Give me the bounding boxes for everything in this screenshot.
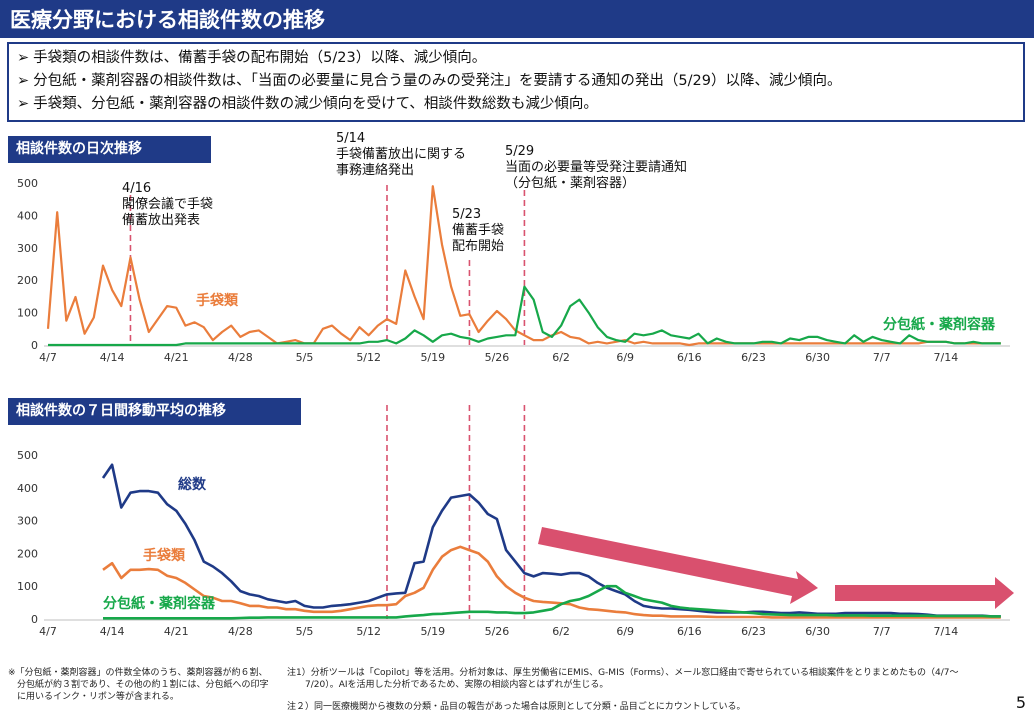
annotation-line-text: 5/14 [336,131,365,146]
annotation-line-text: 備蓄放出発表 [122,212,200,228]
annotation-line-text: 4/16 [122,181,151,196]
legend-label-total: 総数 [178,476,207,493]
annotation-line-text: 配布開始 [452,239,504,254]
y-tick-label: 100 [17,580,38,593]
footnote-2: 注２）同一医療機関から複数の分類・品目の報告があった場合は原則として分類・品目ご… [287,702,746,712]
legend-label-gloves: 手袋類 [143,547,186,564]
annotation-text: 4/16 閣僚会議で手袋備蓄放出発表 [122,181,213,228]
x-tick-label: 6/16 [677,351,702,364]
x-tick-label: 6/30 [805,625,830,638]
annotation-line-text: 手袋備蓄放出に関する [336,146,466,162]
annotation-text: 5/29 当面の必要量等受発注要請通知（分包紙・薬剤容器） [505,144,687,191]
x-tick-label: 7/7 [873,351,891,364]
footnote-left: ※「分包紙・薬剤容器」の件数全体のうち、薬剤容器が約６割、 分包紙が約３割であり… [8,668,269,702]
annotation-text: 5/14 手袋備蓄放出に関する事務連絡発出 [336,131,466,178]
x-tick-label: 7/14 [934,625,959,638]
y-tick-label: 400 [17,482,38,495]
x-tick-label: 6/23 [741,625,766,638]
x-tick-label: 6/9 [616,625,634,638]
page-title: 医療分野における相談件数の推移 [10,8,325,32]
summary-item: ➢ 手袋類、分包紙・薬剤容器の相談件数の減少傾向を受けて、相談件数総数も減少傾向。 [17,96,598,112]
annotation-line-text: 当面の必要量等受発注要請通知 [505,159,687,175]
section-label-daily: 相談件数の日次推移 [8,136,211,163]
x-tick-label: 5/5 [296,625,314,638]
series-line-0 [101,463,1001,618]
y-tick-label: 100 [17,307,38,320]
x-tick-label: 4/7 [39,625,57,638]
y-tick-label: 300 [17,515,38,528]
trend-arrow-down [538,527,818,604]
y-tick-label: 0 [31,339,38,352]
footnote-1: 注1）分析ツールは「Copilot」等を活用。分析対象は、厚生労働省にEMIS、… [287,668,959,690]
summary-item: ➢ 分包紙・薬剤容器の相談件数は、「当面の必要量に見合う量のみの受発注」を要請する… [17,73,842,89]
series-line-2 [103,584,1001,620]
trend-arrow-flat [835,577,1014,609]
x-tick-label: 4/28 [228,351,253,364]
y-tick-label: 200 [17,274,38,287]
x-tick-label: 5/12 [356,625,381,638]
x-tick-label: 4/14 [100,351,125,364]
y-tick-label: 500 [17,177,38,190]
series-line-1 [48,285,1001,347]
x-tick-label: 6/2 [552,625,570,638]
x-tick-label: 4/21 [164,625,189,638]
x-tick-label: 4/14 [100,625,125,638]
y-tick-label: 0 [31,613,38,626]
legend-label-packaging: 分包紙・薬剤容器 [883,316,996,333]
x-tick-label: 6/9 [616,351,634,364]
y-tick-label: 400 [17,209,38,222]
x-tick-label: 7/7 [873,625,891,638]
legend-label-gloves: 手袋類 [196,292,239,309]
title-bar: 医療分野における相談件数の推移 [0,0,1034,38]
x-tick-label: 4/28 [228,625,253,638]
arrow-bullet-icon: ➢ [17,73,30,89]
x-tick-label: 5/5 [296,351,314,364]
x-tick-label: 4/7 [39,351,57,364]
x-tick-label: 5/19 [420,351,445,364]
annotation-line-text: 閣僚会議で手袋 [122,197,213,212]
x-tick-label: 5/26 [485,351,510,364]
x-tick-label: 5/26 [485,625,510,638]
arrow-bullet-icon: ➢ [17,50,30,66]
y-tick-label: 200 [17,547,38,560]
x-tick-label: 6/30 [805,351,830,364]
section-label-moving-average: 相談件数の７日間移動平均の推移 [8,398,301,425]
annotation-line-text: 5/29 [505,144,534,159]
annotation-line-text: 備蓄手袋 [452,222,504,238]
page-number: 5 [1015,693,1026,712]
x-tick-label: 6/2 [552,351,570,364]
annotation-text: 5/23 備蓄手袋配布開始 [452,207,504,254]
series-line-1 [102,545,1001,619]
x-tick-label: 7/14 [934,351,959,364]
x-tick-label: 5/19 [420,625,445,638]
x-tick-label: 6/23 [741,351,766,364]
annotation-line-text: 5/23 [452,207,481,222]
legend-label-packaging: 分包紙・薬剤容器 [103,595,216,612]
summary-item: ➢ 手袋類の相談件数は、備蓄手袋の配布開始（5/23）以降、減少傾向。 [17,50,487,66]
summary-box: ➢ 手袋類の相談件数は、備蓄手袋の配布開始（5/23）以降、減少傾向。 ➢ 分包紙・… [7,42,1025,122]
annotation-line-text: 事務連絡発出 [336,162,414,178]
y-tick-label: 300 [17,242,38,255]
x-tick-label: 4/21 [164,351,189,364]
x-tick-label: 6/16 [677,625,702,638]
annotation-line-text: （分包紙・薬剤容器） [505,175,635,191]
x-tick-label: 5/12 [356,351,381,364]
arrow-bullet-icon: ➢ [17,96,30,112]
y-tick-label: 500 [17,449,38,462]
